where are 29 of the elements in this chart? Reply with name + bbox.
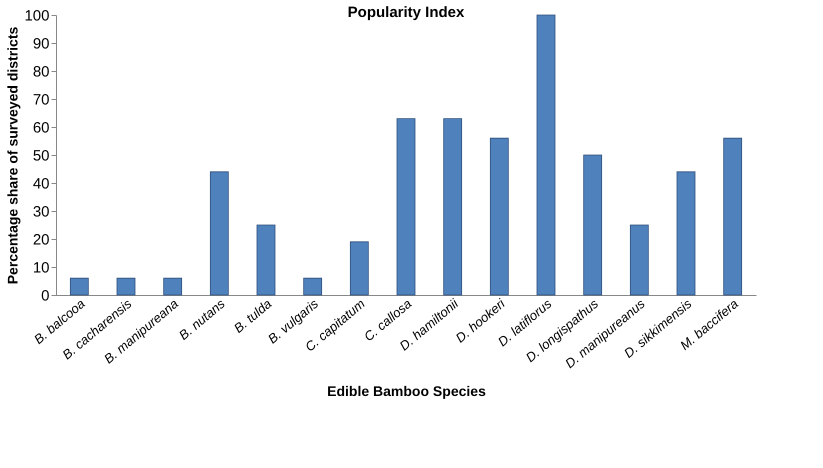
- bar: [723, 138, 742, 296]
- bar: [70, 278, 89, 296]
- y-tick-label: 70: [32, 92, 50, 108]
- bar: [256, 224, 276, 296]
- y-tick-label: 80: [32, 64, 50, 80]
- x-axis-title: Edible Bamboo Species: [327, 383, 486, 400]
- y-tick-label: 0: [41, 288, 50, 304]
- y-tick-label: 60: [32, 120, 50, 136]
- bar: [116, 278, 136, 296]
- y-tick-label: 100: [24, 8, 50, 24]
- bar: [350, 241, 369, 296]
- bar: [210, 171, 229, 296]
- bar: [303, 278, 322, 296]
- bar: [536, 14, 556, 296]
- bar: [630, 224, 649, 296]
- y-tick-label: 40: [32, 176, 50, 192]
- y-axis-title: Percentage share of surveyed districts: [4, 26, 20, 284]
- bar: [163, 278, 182, 296]
- y-tick-label: 10: [32, 260, 50, 276]
- y-tick-label: 90: [32, 36, 50, 52]
- chart-title: Popularity Index: [348, 4, 465, 21]
- bar: [583, 154, 602, 296]
- y-tick-label: 30: [32, 204, 50, 220]
- bar: [443, 118, 462, 296]
- bar: [490, 138, 509, 296]
- y-tick-label: 20: [32, 232, 50, 248]
- bar: [396, 118, 416, 296]
- y-tick-label: 50: [32, 148, 50, 164]
- bar: [676, 171, 696, 296]
